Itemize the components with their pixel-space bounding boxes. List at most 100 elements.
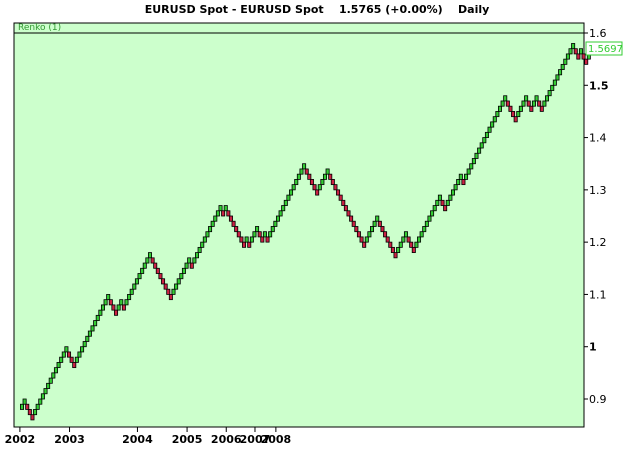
renko-brick-up	[477, 147, 482, 154]
renko-brick-up	[40, 393, 45, 400]
renko-brick-up	[453, 184, 458, 191]
renko-brick-up	[48, 377, 53, 384]
renko-brick-down	[309, 178, 314, 186]
renko-brick-up	[181, 267, 186, 274]
renko-brick-up	[464, 173, 469, 180]
renko-brick-up	[262, 231, 267, 238]
renko-brick-up	[497, 105, 502, 112]
renko-brick-up	[43, 388, 48, 395]
renko-brick-down	[304, 168, 309, 175]
renko-brick-up	[184, 262, 189, 269]
renko-brick-up	[555, 74, 560, 81]
renko-brick-down	[573, 48, 578, 55]
renko-brick-up	[398, 241, 403, 248]
renko-brick-up	[456, 178, 461, 186]
renko-brick-up	[192, 257, 197, 264]
renko-brick-up	[571, 43, 576, 50]
renko-brick-up	[61, 351, 66, 358]
renko-brick-up	[503, 95, 508, 102]
renko-brick-up	[64, 346, 69, 353]
chart-title: EURUSD Spot - EURUSD Spot 1.5765 (+0.00%…	[0, 3, 634, 16]
renko-brick-up	[145, 257, 150, 264]
renko-brick-up	[200, 241, 205, 248]
renko-brick-down	[584, 58, 589, 65]
renko-brick-up	[558, 69, 563, 76]
x-tick-label: 2003	[54, 433, 85, 446]
renko-brick-up	[568, 48, 573, 55]
renko-brick-down	[336, 189, 341, 196]
renko-brick-up	[565, 53, 570, 60]
renko-brick-up	[403, 231, 408, 238]
y-tick-label: 1.2	[589, 236, 607, 249]
renko-brick-up	[302, 163, 307, 170]
renko-brick-up	[427, 215, 432, 222]
renko-brick-up	[268, 231, 273, 238]
renko-brick-up	[286, 194, 291, 201]
renko-brick-up	[140, 267, 145, 274]
renko-brick-up	[552, 79, 557, 86]
renko-brick-up	[179, 273, 184, 280]
renko-brick-down	[265, 236, 270, 243]
renko-brick-down	[526, 100, 531, 107]
renko-brick-up	[484, 131, 489, 138]
renko-brick-up	[35, 403, 40, 410]
last-price-box	[585, 41, 623, 56]
renko-brick-up	[93, 320, 98, 327]
indicator-label: Renko (1)	[18, 23, 61, 33]
renko-brick-up	[106, 294, 111, 301]
renko-brick-up	[458, 173, 463, 180]
renko-brick-down	[257, 231, 262, 238]
renko-brick-up	[215, 210, 220, 217]
renko-brick-down	[166, 288, 171, 295]
renko-brick-down	[67, 351, 72, 358]
renko-brick-down	[228, 215, 233, 222]
renko-brick-down	[359, 236, 364, 243]
renko-brick-up	[364, 236, 369, 243]
renko-brick-up	[487, 126, 492, 133]
renko-brick-up	[492, 116, 497, 123]
renko-brick-down	[511, 111, 516, 118]
renko-brick-down	[153, 262, 158, 269]
renko-brick-down	[328, 173, 333, 180]
renko-brick-down	[346, 210, 351, 217]
renko-brick-down	[226, 210, 231, 217]
renko-brick-up	[187, 257, 192, 264]
renko-brick-down	[221, 210, 226, 217]
renko-brick-up	[275, 215, 280, 222]
y-tick-label: 1	[589, 341, 597, 354]
renko-brick-down	[380, 226, 385, 233]
renko-brick-down	[351, 220, 356, 227]
renko-brick-down	[343, 205, 348, 212]
renko-brick-up	[124, 299, 129, 306]
renko-brick-up	[174, 283, 179, 290]
renko-brick-up	[450, 189, 455, 196]
x-tick-label: 2008	[261, 433, 292, 446]
renko-brick-down	[155, 267, 160, 274]
renko-brick-down	[121, 304, 126, 311]
renko-brick-up	[95, 314, 100, 321]
renko-brick-down	[236, 231, 241, 238]
renko-brick-down	[158, 273, 163, 280]
renko-brick-down	[377, 220, 382, 227]
renko-brick-up	[424, 220, 429, 227]
renko-brick-up	[419, 231, 424, 238]
renko-brick-up	[417, 236, 422, 243]
y-tick-label: 1.6	[589, 27, 607, 40]
y-tick-label: 1.3	[589, 184, 607, 197]
renko-brick-down	[539, 105, 544, 112]
y-tick-label: 1.4	[589, 132, 607, 145]
renko-brick-up	[296, 173, 301, 180]
renko-brick-down	[234, 226, 239, 233]
renko-brick-up	[432, 205, 437, 212]
renko-brick-down	[163, 283, 168, 290]
renko-brick-up	[252, 231, 257, 238]
x-tick-label: 2004	[122, 433, 153, 446]
renko-brick-up	[137, 273, 142, 280]
renko-brick-down	[356, 231, 361, 238]
renko-brick-up	[270, 226, 275, 233]
renko-brick-up	[518, 105, 523, 112]
renko-brick-down	[161, 278, 166, 285]
renko-brick-up	[82, 341, 87, 348]
renko-brick-up	[51, 372, 56, 379]
